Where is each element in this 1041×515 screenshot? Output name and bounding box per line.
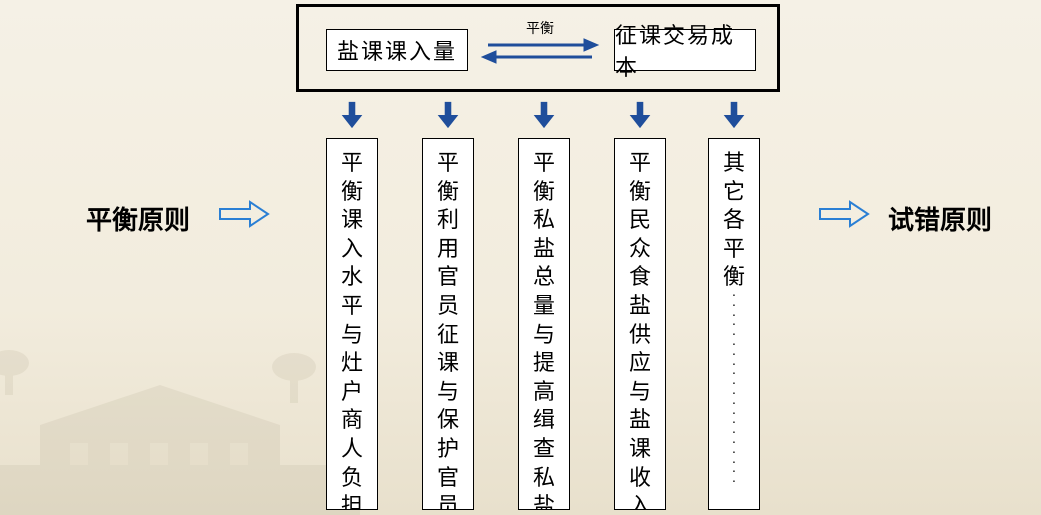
column-char: 私 (533, 464, 555, 493)
column-char: 平 (533, 149, 555, 178)
left-principle-text: 平衡原则 (86, 205, 190, 235)
column-box: 平衡课入水平与灶户商人负担能力 (326, 138, 378, 510)
column-char: 利 (437, 206, 459, 235)
column-char: 员 (437, 492, 459, 510)
column-char: 衡 (533, 178, 555, 207)
column-char: 与 (629, 378, 651, 407)
top-right-box: 征课交易成本 (614, 29, 756, 71)
column-box: 其它各平衡···················· (708, 138, 760, 510)
column-char: 水 (341, 263, 363, 292)
left-principle-label: 平衡原则 (86, 200, 190, 237)
column-char: 应 (629, 349, 651, 378)
column-char: 与 (533, 321, 555, 350)
column-char: 总 (533, 263, 555, 292)
down-arrow-icon (720, 100, 748, 130)
column-char: 盐 (533, 235, 555, 264)
right-principle-text: 试错原则 (888, 205, 992, 235)
column-box: 平衡民众食盐供应与盐课收入水平 (614, 138, 666, 510)
column-box: 平衡利用官员征课与保护官员利益 (422, 138, 474, 510)
column-char: 与 (437, 378, 459, 407)
column-char: 盐 (629, 406, 651, 435)
column-char: 官 (437, 464, 459, 493)
column-char: 平 (341, 149, 363, 178)
top-right-box-label: 征课交易成本 (615, 18, 755, 82)
column-char: 人 (341, 435, 363, 464)
column-char: 盐 (629, 292, 651, 321)
column-char: 户 (341, 378, 363, 407)
down-arrow-icon (626, 100, 654, 130)
column-char: 商 (341, 406, 363, 435)
down-arrow-icon (530, 100, 558, 130)
column-char: 提 (533, 349, 555, 378)
column-char: 员 (437, 292, 459, 321)
column-char: 课 (437, 349, 459, 378)
column-char: 衡 (629, 178, 651, 207)
column-char: 征 (437, 321, 459, 350)
column-char: 课 (341, 206, 363, 235)
right-principle-label: 试错原则 (888, 200, 992, 237)
diagram-stage: 盐课课入量 征课交易成本 平衡 平衡课入水平与灶户商人负担能力平衡利用官员征课与… (0, 0, 1041, 515)
column-char: 私 (533, 206, 555, 235)
column-char: 护 (437, 435, 459, 464)
column-char: 入 (341, 235, 363, 264)
column-char: 供 (629, 321, 651, 350)
column-char: 查 (533, 435, 555, 464)
column-char: 平 (629, 149, 651, 178)
column-char: 官 (437, 263, 459, 292)
top-left-box: 盐课课入量 (326, 29, 468, 71)
down-arrow-icon (338, 100, 366, 130)
column-char: 灶 (341, 349, 363, 378)
column-char: 保 (437, 406, 459, 435)
column-char: 与 (341, 321, 363, 350)
column-char: 量 (533, 292, 555, 321)
column-char: 其 (723, 149, 745, 178)
column-char: 盐 (533, 492, 555, 510)
column-char: 缉 (533, 406, 555, 435)
column-char: 平 (437, 149, 459, 178)
column-char: 衡 (723, 263, 745, 292)
column-char: 各 (723, 206, 745, 235)
column-char: 它 (723, 178, 745, 207)
column-char: 用 (437, 235, 459, 264)
column-char: 民 (629, 206, 651, 235)
column-char: 众 (629, 235, 651, 264)
column-char: 课 (629, 435, 651, 464)
right-hollow-arrow-icon (218, 200, 270, 228)
top-left-box-label: 盐课课入量 (337, 34, 457, 66)
right-hollow-arrow-icon-2 (818, 200, 870, 228)
column-char: 平 (341, 292, 363, 321)
column-char: 平 (723, 235, 745, 264)
column-char: 负 (341, 464, 363, 493)
column-char: 衡 (437, 178, 459, 207)
column-char: 高 (533, 378, 555, 407)
equilibrium-arrows (480, 34, 600, 68)
column-char: 衡 (341, 178, 363, 207)
down-arrow-icon (434, 100, 462, 130)
column-char: 食 (629, 263, 651, 292)
column-box: 平衡私盐总量与提高缉查私盐力度 (518, 138, 570, 510)
column-dot: · (732, 478, 737, 488)
column-char: 收 (629, 464, 651, 493)
column-char: 入 (629, 492, 651, 510)
column-char: 担 (341, 492, 363, 510)
